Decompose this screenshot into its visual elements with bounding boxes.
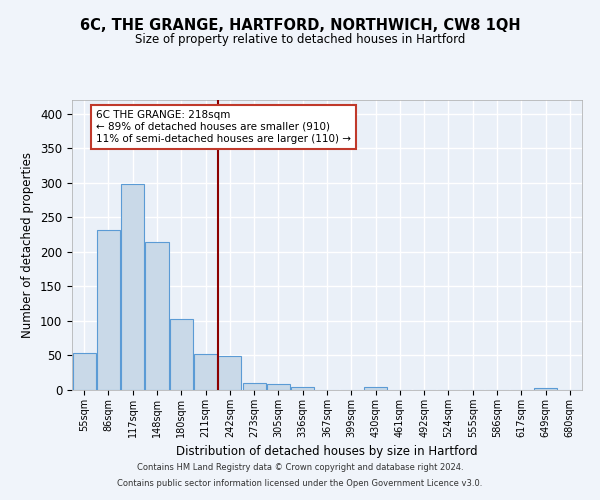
- Bar: [291, 386, 314, 390]
- Text: Size of property relative to detached houses in Hartford: Size of property relative to detached ho…: [135, 32, 465, 46]
- Bar: [534, 388, 557, 390]
- Bar: [267, 384, 290, 390]
- Y-axis label: Number of detached properties: Number of detached properties: [22, 152, 34, 338]
- Bar: [218, 356, 241, 390]
- Text: Contains HM Land Registry data © Crown copyright and database right 2024.: Contains HM Land Registry data © Crown c…: [137, 464, 463, 472]
- Bar: [145, 242, 169, 390]
- Bar: [242, 383, 266, 390]
- Bar: [364, 387, 387, 390]
- Text: 6C, THE GRANGE, HARTFORD, NORTHWICH, CW8 1QH: 6C, THE GRANGE, HARTFORD, NORTHWICH, CW8…: [80, 18, 520, 32]
- X-axis label: Distribution of detached houses by size in Hartford: Distribution of detached houses by size …: [176, 446, 478, 458]
- Bar: [73, 354, 95, 390]
- Bar: [194, 354, 217, 390]
- Text: Contains public sector information licensed under the Open Government Licence v3: Contains public sector information licen…: [118, 478, 482, 488]
- Text: 6C THE GRANGE: 218sqm
← 89% of detached houses are smaller (910)
11% of semi-det: 6C THE GRANGE: 218sqm ← 89% of detached …: [96, 110, 351, 144]
- Bar: [97, 230, 120, 390]
- Bar: [121, 184, 144, 390]
- Bar: [170, 319, 193, 390]
